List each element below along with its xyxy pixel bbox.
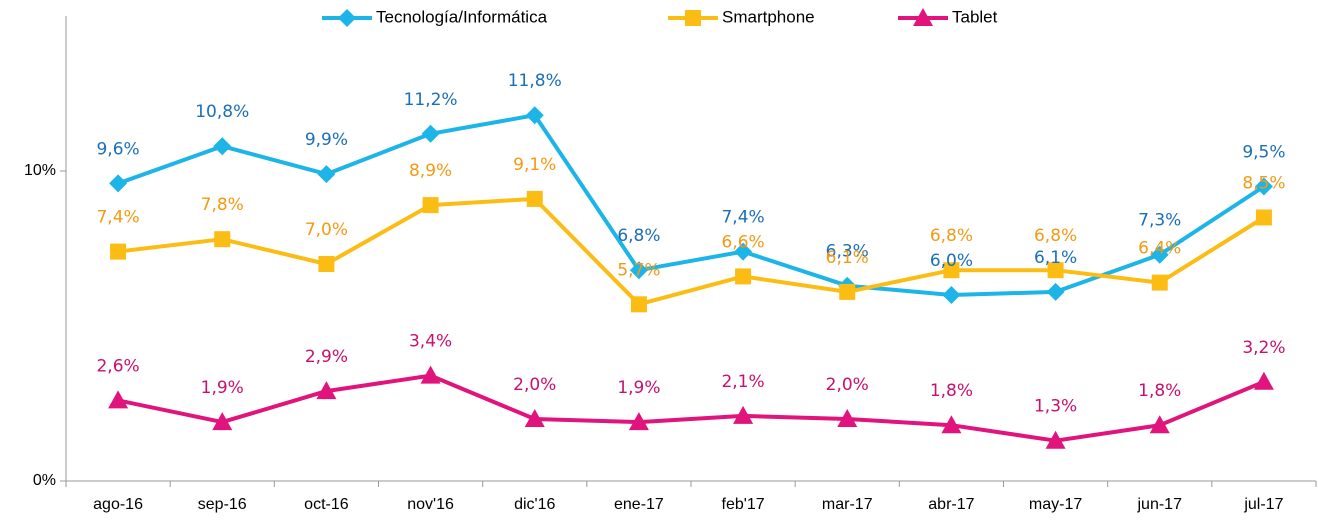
- x-tick-label: sep-16: [198, 496, 247, 513]
- point: [733, 405, 754, 424]
- point: [318, 256, 335, 272]
- value-label: 2,6%: [96, 356, 139, 376]
- value-label: 1,3%: [1034, 397, 1077, 417]
- legend-marker: [913, 8, 933, 26]
- value-label: 7,0%: [305, 220, 348, 240]
- point: [1254, 177, 1273, 196]
- value-label: 1,8%: [1138, 381, 1181, 401]
- value-label: 7,4%: [96, 208, 139, 228]
- x-tick-label: ago-16: [93, 496, 143, 513]
- point: [110, 243, 127, 260]
- value-label: 3,2%: [1242, 338, 1285, 358]
- point: [214, 231, 231, 248]
- point: [942, 286, 961, 304]
- value-label: 2,0%: [826, 375, 869, 395]
- point: [525, 106, 544, 125]
- value-label: 11,2%: [404, 90, 458, 110]
- value-label: 6,4%: [1138, 239, 1181, 259]
- x-tick-label: jul-17: [1243, 496, 1283, 513]
- point: [316, 381, 337, 400]
- point: [1253, 371, 1274, 390]
- point: [109, 174, 128, 193]
- legend-marker: [338, 9, 356, 27]
- value-label: 9,1%: [513, 155, 556, 175]
- value-label: 1,8%: [930, 381, 973, 401]
- legend-label: Tecnología/Informática: [376, 7, 548, 26]
- point: [524, 409, 545, 427]
- value-label: 8,5%: [1242, 174, 1285, 194]
- value-label: 9,5%: [1242, 143, 1285, 163]
- x-tick-label: ene-17: [614, 496, 664, 513]
- value-label: 6,8%: [930, 226, 973, 246]
- value-label: 7,8%: [201, 195, 244, 215]
- x-tick-label: feb'17: [722, 496, 765, 513]
- value-label: 6,1%: [1034, 248, 1077, 268]
- value-label: 8,9%: [409, 161, 452, 181]
- x-tick-label: oct-16: [304, 496, 349, 513]
- x-tick-label: jun-17: [1137, 496, 1183, 513]
- point: [421, 124, 440, 143]
- point: [629, 261, 648, 280]
- value-label: 5,7%: [617, 260, 660, 280]
- value-label: 6,3%: [826, 242, 869, 262]
- x-tick-label: may-17: [1029, 496, 1082, 513]
- point: [1149, 415, 1170, 434]
- y-tick-label: 0%: [33, 472, 56, 489]
- value-label: 2,9%: [305, 347, 348, 367]
- point: [317, 165, 336, 184]
- legend-marker: [685, 10, 701, 26]
- x-tick-label: abr-17: [928, 496, 974, 513]
- point: [422, 197, 439, 214]
- point: [1255, 209, 1272, 226]
- series-line: [117, 113, 1266, 297]
- x-tick-label: mar-17: [822, 496, 873, 513]
- value-label: 11,8%: [508, 71, 562, 91]
- legend-label: Tablet: [952, 7, 998, 26]
- point: [630, 296, 647, 313]
- point: [941, 415, 962, 434]
- point: [734, 242, 753, 261]
- point: [526, 190, 543, 207]
- point: [735, 268, 752, 285]
- value-label: 6,8%: [1034, 226, 1077, 246]
- point: [837, 409, 858, 427]
- y-tick-label: 10%: [24, 162, 56, 179]
- value-label: 6,8%: [617, 226, 660, 246]
- point: [420, 365, 441, 384]
- point: [1045, 430, 1066, 449]
- point: [1151, 274, 1168, 291]
- series-line: [117, 196, 1265, 307]
- point: [1047, 262, 1064, 279]
- point: [1046, 282, 1065, 301]
- value-label: 7,3%: [1138, 211, 1181, 231]
- value-label: 10,8%: [195, 102, 249, 122]
- value-label: 1,9%: [201, 378, 244, 398]
- value-label: 6,6%: [721, 232, 764, 252]
- value-label: 7,4%: [721, 208, 764, 228]
- value-label: 3,4%: [409, 332, 452, 352]
- value-label: 1,9%: [617, 378, 660, 398]
- value-label: 6,1%: [826, 248, 869, 268]
- x-tick-label: nov'16: [407, 496, 454, 513]
- value-label: 2,1%: [721, 372, 764, 392]
- point: [108, 390, 129, 409]
- value-label: 6,0%: [930, 251, 973, 271]
- point: [213, 137, 232, 156]
- point: [212, 412, 233, 431]
- series-line: [117, 373, 1265, 443]
- point: [628, 412, 649, 431]
- value-label: 9,6%: [96, 139, 139, 159]
- legend-label: Smartphone: [722, 7, 815, 26]
- value-label: 9,9%: [305, 130, 348, 150]
- point: [943, 262, 960, 279]
- point: [839, 283, 856, 300]
- value-label: 2,0%: [513, 375, 556, 395]
- x-tick-label: dic'16: [514, 496, 555, 513]
- point: [1150, 245, 1169, 264]
